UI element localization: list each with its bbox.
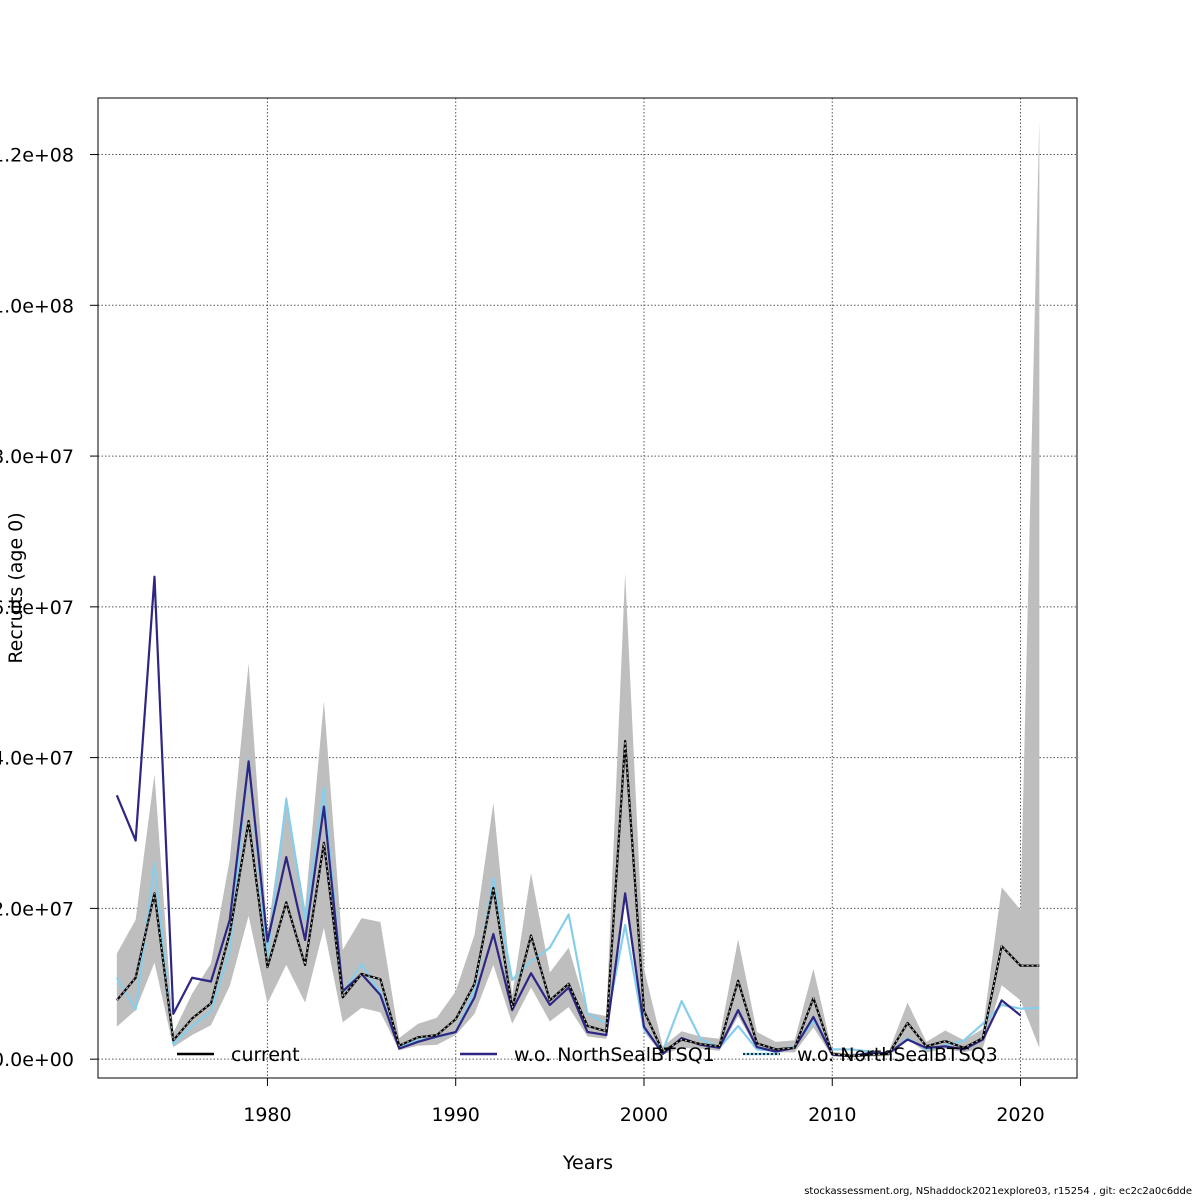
y-tick-label: 6.0e+07 xyxy=(0,597,74,619)
y-tick-label: 2.0e+07 xyxy=(0,898,74,920)
y-tick-label: 8.0e+07 xyxy=(0,446,74,468)
y-tick-label: 1.2e+08 xyxy=(0,145,74,167)
y-axis-title: Recruits (age 0) xyxy=(5,512,27,663)
footer-caption: stockassessment.org, NShaddock2021explor… xyxy=(804,1186,1192,1197)
y-tick-label: 4.0e+07 xyxy=(0,748,74,770)
x-tick-label: 2000 xyxy=(620,1104,668,1126)
series-line-current-dots xyxy=(116,740,1040,1057)
series-lines xyxy=(115,575,1040,1058)
x-tick-label: 2020 xyxy=(996,1104,1044,1126)
x-tick-label: 1990 xyxy=(432,1104,480,1126)
legend: current w.o. NorthSealBTSQ1 w.o. NorthSeal… xyxy=(177,1044,998,1066)
grid-lines xyxy=(98,98,1077,1078)
legend-label: current xyxy=(231,1044,300,1066)
y-tick-label: 0.0e+00 xyxy=(0,1049,74,1071)
y-axis: 0.0e+00 2.0e+07 4.0e+07 6.0e+07 8.0e+07 1.0e+… xyxy=(0,145,98,1071)
legend-label: w.o. NorthSealBTSQ1 xyxy=(514,1044,715,1066)
legend-label: w.o. NorthSealBTSQ3 xyxy=(797,1044,998,1066)
y-tick-label: 1.0e+08 xyxy=(0,295,74,317)
x-axis: 1980 1990 2000 2010 2020 xyxy=(243,1078,1045,1126)
x-axis-title: Years xyxy=(562,1152,613,1174)
plot-frame xyxy=(97,97,1078,1079)
series-line-w-o-northsealbtsq1 xyxy=(115,575,1022,1058)
x-tick-label: 1980 xyxy=(243,1104,291,1126)
x-tick-label: 2010 xyxy=(808,1104,856,1126)
confidence-band-area xyxy=(116,120,1040,1058)
confidence-band xyxy=(116,120,1040,1058)
